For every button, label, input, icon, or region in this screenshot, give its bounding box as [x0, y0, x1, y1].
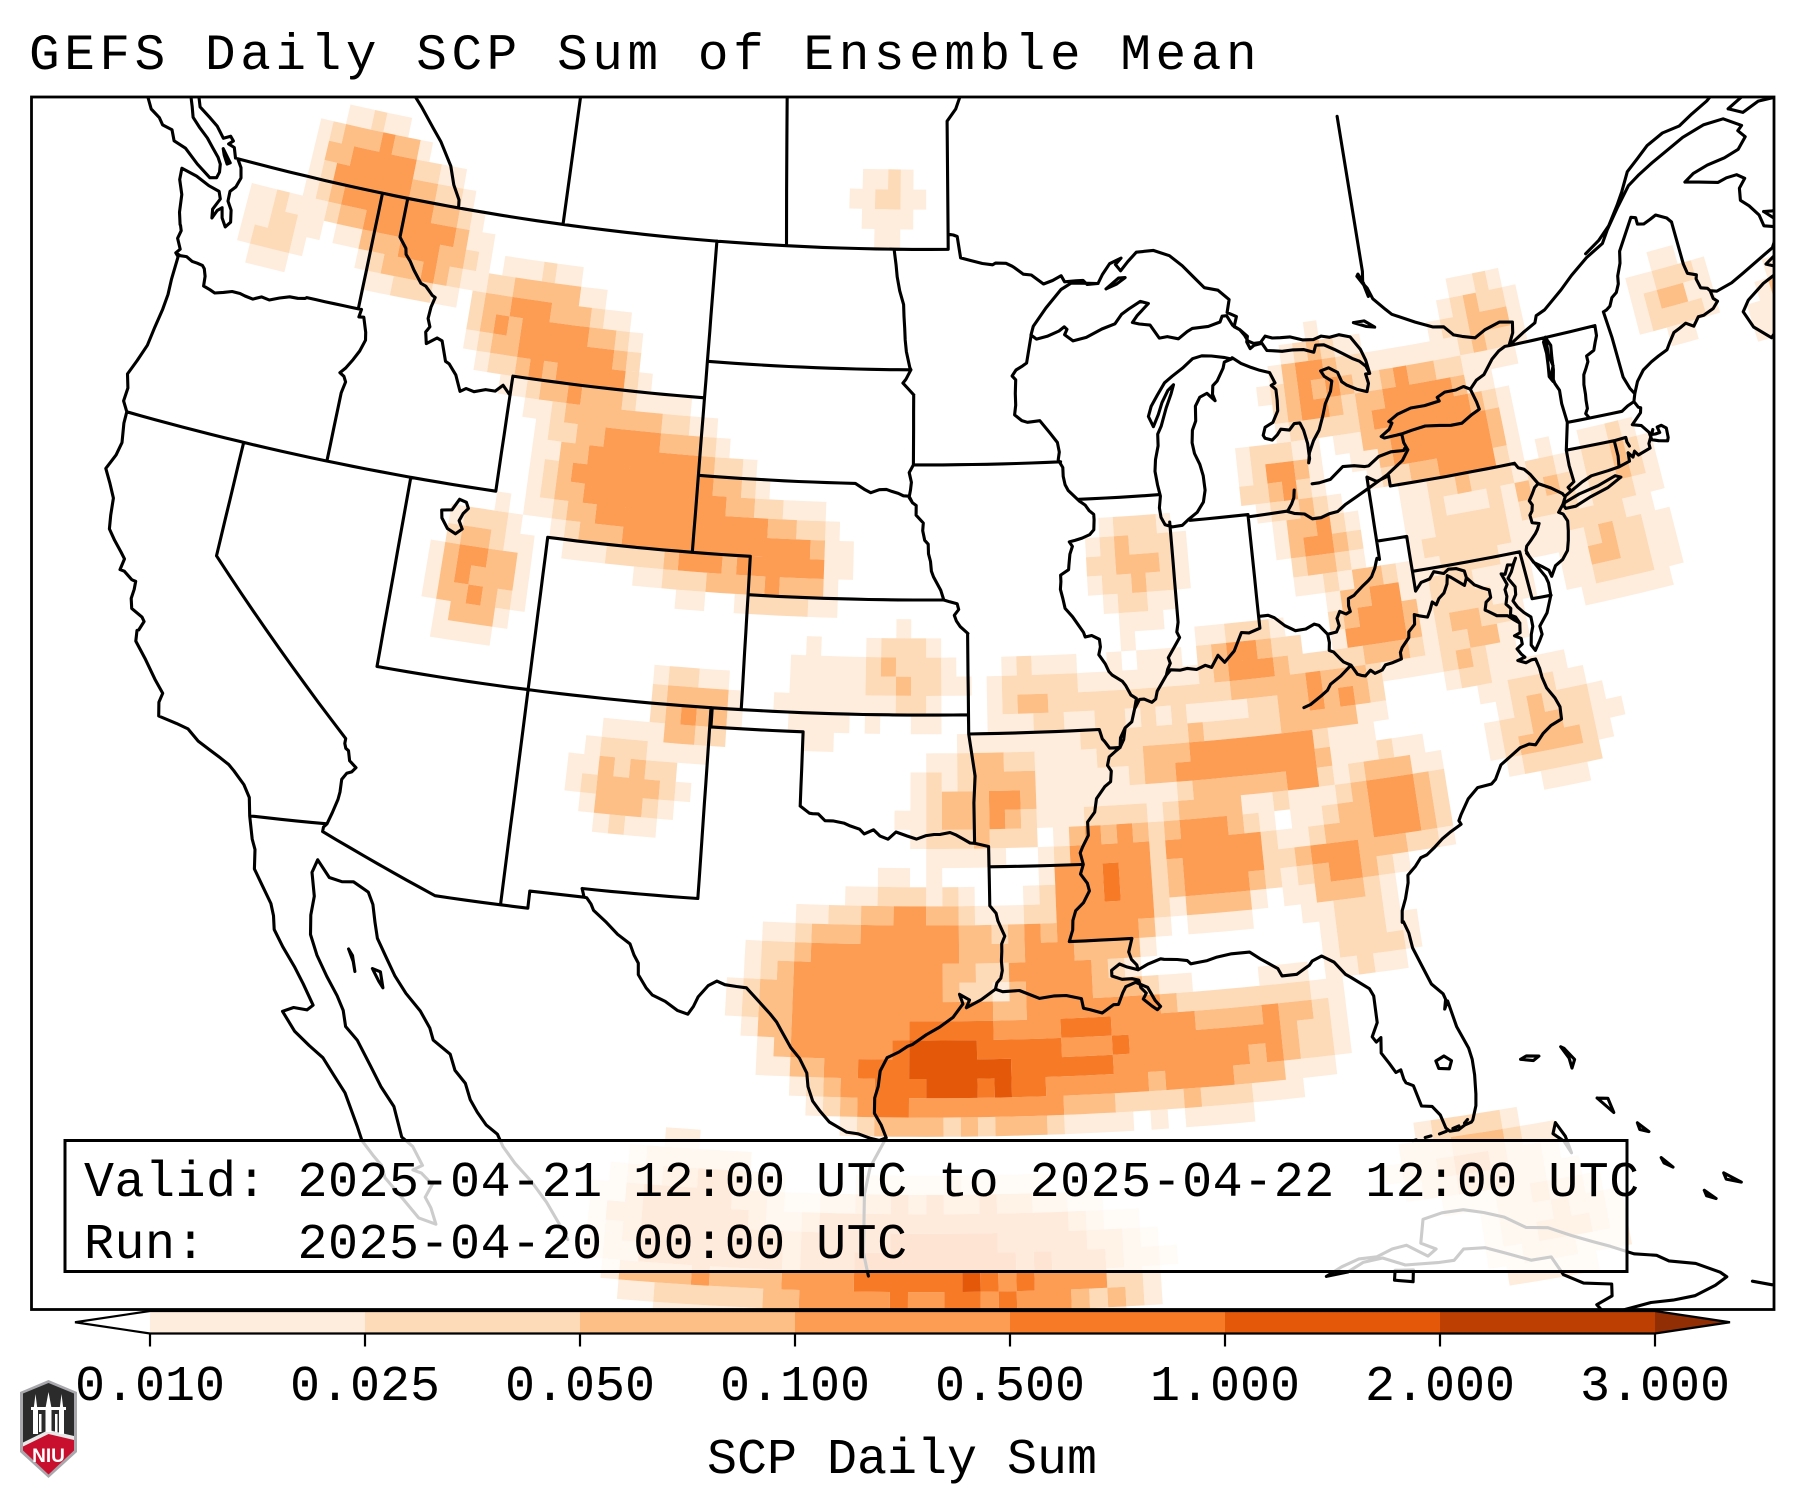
svg-text:1.000: 1.000	[1150, 1359, 1300, 1416]
svg-text:0.500: 0.500	[935, 1359, 1085, 1416]
svg-text:Run: 2025-04-20 00:00 UTC: Run: 2025-04-20 00:00 UTC	[84, 1217, 908, 1274]
svg-text:0.010: 0.010	[75, 1359, 225, 1416]
svg-text:Valid: 2025-04-21 12:00 UTC to: Valid: 2025-04-21 12:00 UTC to 2025-04-2…	[84, 1155, 1640, 1212]
svg-text:GEFS Daily SCP Sum of Ensemble: GEFS Daily SCP Sum of Ensemble Mean	[29, 28, 1261, 85]
svg-text:0.050: 0.050	[505, 1359, 655, 1416]
svg-text:3.000: 3.000	[1580, 1359, 1730, 1416]
svg-text:NIU: NIU	[32, 1446, 65, 1467]
svg-text:2.000: 2.000	[1365, 1359, 1515, 1416]
svg-text:0.025: 0.025	[290, 1359, 440, 1416]
svg-text:0.100: 0.100	[720, 1359, 870, 1416]
svg-text:SCP Daily Sum: SCP Daily Sum	[707, 1432, 1097, 1489]
